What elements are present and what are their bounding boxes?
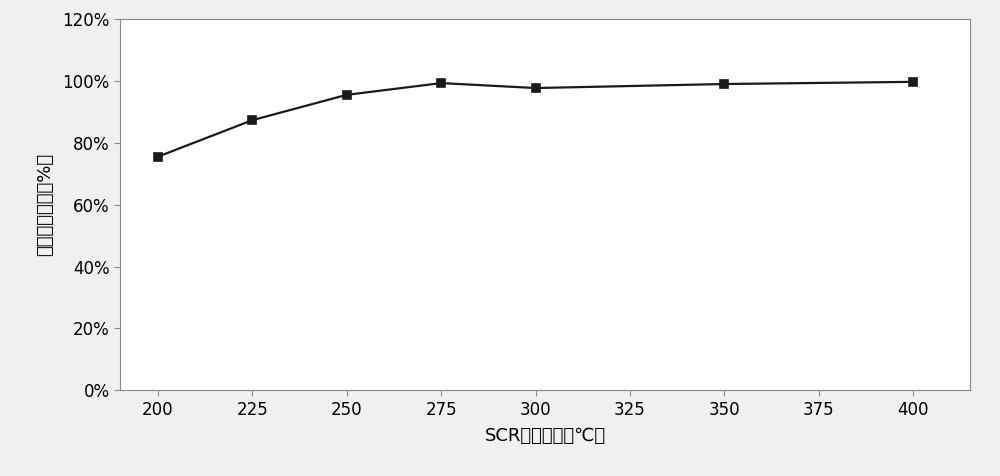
Y-axis label: 极限转化效率（%）: 极限转化效率（%） [36, 153, 54, 256]
X-axis label: SCR载体温度（℃）: SCR载体温度（℃） [484, 427, 606, 445]
